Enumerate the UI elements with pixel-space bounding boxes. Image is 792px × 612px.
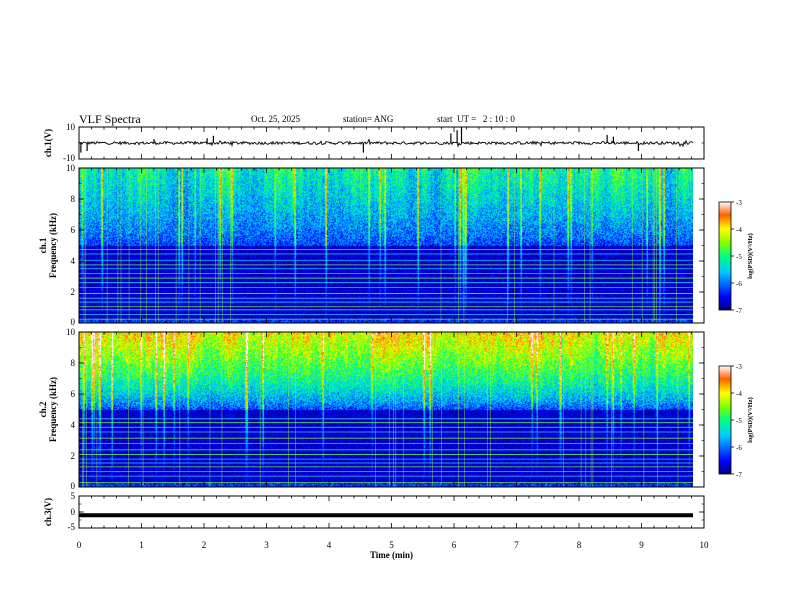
x-tick-label: 3	[264, 540, 269, 550]
ch1-waveform-trace	[79, 138, 694, 148]
colorbar-tick-label: -5	[736, 253, 742, 261]
ch2-spec-ylabel-text: ch.2	[38, 401, 48, 417]
colorbar-tick-label: -7	[736, 307, 742, 315]
ch3-ylabel-text: ch.3(V)	[43, 498, 53, 526]
y-tick-label: 2	[71, 287, 76, 297]
colorbar-tick-label: -5	[736, 417, 742, 425]
colorbar-tick-label: -3	[736, 199, 742, 207]
ch1-colorbar-bar	[718, 201, 732, 311]
ch2-spec-ylabel-text: Frequency (kHz)	[48, 377, 58, 442]
y-tick-label: 8	[71, 194, 76, 204]
ch1-spec-ylabel-text: Frequency (kHz)	[48, 213, 58, 278]
chart-title: VLF Spectra	[79, 112, 141, 126]
y-tick-label: 10	[66, 327, 76, 337]
x-tick-label: 4	[327, 540, 332, 550]
x-tick-label: 0	[77, 540, 82, 550]
ch1-spectrogram-image	[79, 168, 693, 323]
ch3-ylabel: ch.3(V)	[43, 498, 53, 526]
x-tick-label: 9	[639, 540, 644, 550]
y-tick-label: 5	[71, 491, 76, 501]
y-tick-label: 2	[71, 451, 76, 461]
colorbar-tick-label: -4	[736, 226, 742, 234]
colorbar-tick-label: -6	[736, 280, 742, 288]
ch1-colorbar-label: log(PSD)(V²/Hz)	[747, 233, 754, 279]
colorbar-tick-label: -4	[736, 390, 742, 398]
y-tick-label: 10	[66, 122, 76, 132]
y-tick-label: 0	[71, 317, 76, 327]
y-tick-label: -10	[63, 153, 75, 163]
x-axis-label: Time (min)	[370, 550, 413, 560]
ch1-ylabel: ch.1(V)	[43, 129, 53, 157]
ch2-spec-ylabel: ch.2 Frequency (kHz)	[38, 377, 58, 442]
station-label: station= ANG	[343, 114, 394, 124]
date-label: Oct. 25, 2025	[251, 114, 300, 124]
y-tick-label: 8	[71, 358, 76, 368]
y-tick-label: 0	[71, 481, 76, 491]
ch2-colorbar-bar	[718, 365, 732, 475]
x-tick-label: 8	[577, 540, 582, 550]
y-tick-label: 4	[71, 256, 76, 266]
x-tick-label: 7	[514, 540, 519, 550]
y-tick-label: 10	[66, 163, 76, 173]
y-tick-label: 0	[71, 507, 76, 517]
colorbar-tick-label: -6	[736, 444, 742, 452]
x-tick-label: 10	[700, 540, 710, 550]
y-tick-label: 6	[71, 389, 76, 399]
x-tick-label: 5	[389, 540, 394, 550]
ch1-spec-ylabel-text: ch.1	[38, 237, 48, 253]
ch1-spec-ylabel: ch.1 Frequency (kHz)	[38, 213, 58, 278]
colorbar-label-text: log(PSD)(V²/Hz)	[747, 397, 754, 443]
ch2-colorbar-label: log(PSD)(V²/Hz)	[747, 397, 754, 443]
x-tick-label: 6	[452, 540, 457, 550]
start-time-label: start UT = 2 : 10 : 0	[437, 114, 515, 124]
y-tick-label: -5	[68, 522, 76, 532]
y-tick-label: 6	[71, 225, 76, 235]
ch1-ylabel-text: ch.1(V)	[43, 129, 53, 157]
y-tick-label: 4	[71, 420, 76, 430]
colorbar-tick-label: -7	[736, 471, 742, 479]
ch2-spectrogram-image	[79, 332, 693, 487]
colorbar-label-text: log(PSD)(V²/Hz)	[747, 233, 754, 279]
x-tick-label: 2	[202, 540, 207, 550]
colorbar-tick-label: -3	[736, 363, 742, 371]
x-tick-label: 1	[139, 540, 144, 550]
